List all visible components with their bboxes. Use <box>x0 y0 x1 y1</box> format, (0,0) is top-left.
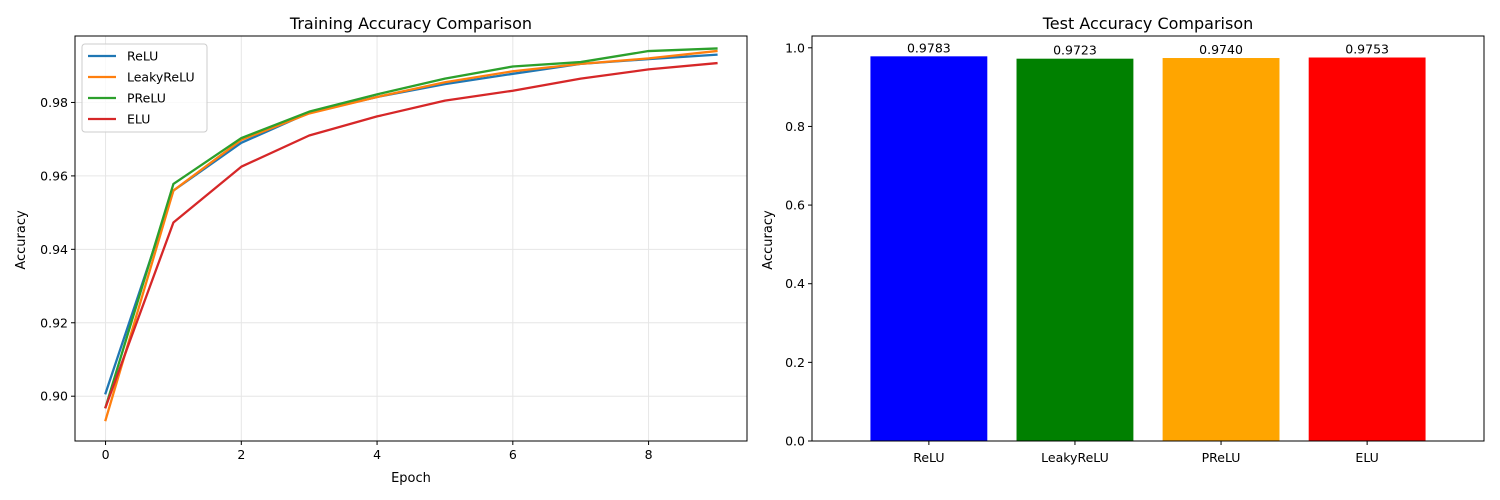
series-line-prelu <box>104 47 718 409</box>
chart2-plot-frame <box>811 35 1485 442</box>
chart2-y-ticks: 0.0 0.2 0.4 0.6 0.8 1.0 <box>785 40 812 449</box>
bar-value-label-elu: 0.9753 <box>1345 42 1389 57</box>
chart1-ytick-label: 0.94 <box>40 242 68 257</box>
legend-label-relu: ReLU <box>127 49 158 64</box>
chart1-ytick-label: 0.90 <box>40 389 68 404</box>
chart2-ytick-label: 0.4 <box>785 276 805 291</box>
chart2-xtick-label: PReLU <box>1202 450 1241 465</box>
bar-leakyrelu <box>1016 58 1134 441</box>
chart1-ylabel: Accuracy <box>14 210 29 270</box>
chart1-xtick-label: 2 <box>237 447 245 462</box>
legend-label-prelu: PReLU <box>127 91 166 106</box>
chart2-ytick-label: 0.2 <box>785 355 805 370</box>
chart2-value-labels: 0.9783 0.9723 0.9740 0.9753 <box>907 40 1389 57</box>
chart1-ytick-label: 0.92 <box>40 315 68 330</box>
chart1-lines <box>104 47 718 422</box>
training-accuracy-chart: Training Accuracy Comparison Epoch Accur… <box>14 14 748 486</box>
chart1-legend-box <box>81 43 208 133</box>
chart2-ylabel: Accuracy <box>761 210 776 270</box>
chart1-xtick-label: 4 <box>373 447 381 462</box>
bar-elu <box>1308 57 1426 442</box>
chart2-ytick-label: 0.0 <box>785 434 805 449</box>
chart2-x-ticks: ReLU LeakyReLU PReLU ELU <box>913 441 1379 465</box>
chart1-ytick-label: 0.98 <box>40 95 68 110</box>
bar-prelu <box>1162 58 1280 442</box>
chart1-ytick-label: 0.96 <box>40 168 68 183</box>
chart1-xlabel: Epoch <box>391 471 431 486</box>
series-line-leakyrelu <box>104 49 718 422</box>
bar-relu <box>870 56 988 441</box>
chart2-title: Test Accuracy Comparison <box>1042 14 1254 33</box>
bar-value-label-prelu: 0.9740 <box>1199 42 1243 57</box>
bar-value-label-relu: 0.9783 <box>907 40 951 55</box>
chart2-xtick-label: ELU <box>1355 450 1378 465</box>
chart1-xtick-label: 6 <box>509 447 517 462</box>
chart1-title: Training Accuracy Comparison <box>289 14 532 33</box>
series-line-elu <box>104 61 718 409</box>
chart2-ytick-label: 1.0 <box>785 40 805 55</box>
legend-label-elu: ELU <box>127 112 150 127</box>
bar-value-label-leakyrelu: 0.9723 <box>1053 43 1097 58</box>
chart2-ytick-label: 0.6 <box>785 198 805 213</box>
chart1-plot-frame <box>74 35 748 442</box>
test-accuracy-chart: Test Accuracy Comparison Accuracy ReLU Le… <box>761 14 1485 465</box>
chart1-grid <box>75 36 747 441</box>
chart2-xtick-label: LeakyReLU <box>1041 450 1109 465</box>
chart2-ytick-label: 0.8 <box>785 119 805 134</box>
chart1-x-ticks: 0 2 4 6 8 <box>102 441 653 462</box>
chart2-xtick-label: ReLU <box>913 450 944 465</box>
chart1-legend: ReLU LeakyReLU PReLU ELU <box>81 43 208 133</box>
legend-label-leakyrelu: LeakyReLU <box>127 70 195 85</box>
chart1-y-ticks: 0.90 0.92 0.94 0.96 0.98 <box>40 95 75 404</box>
chart2-bars <box>870 56 1426 442</box>
chart1-xtick-label: 8 <box>645 447 653 462</box>
chart1-xtick-label: 0 <box>102 447 110 462</box>
